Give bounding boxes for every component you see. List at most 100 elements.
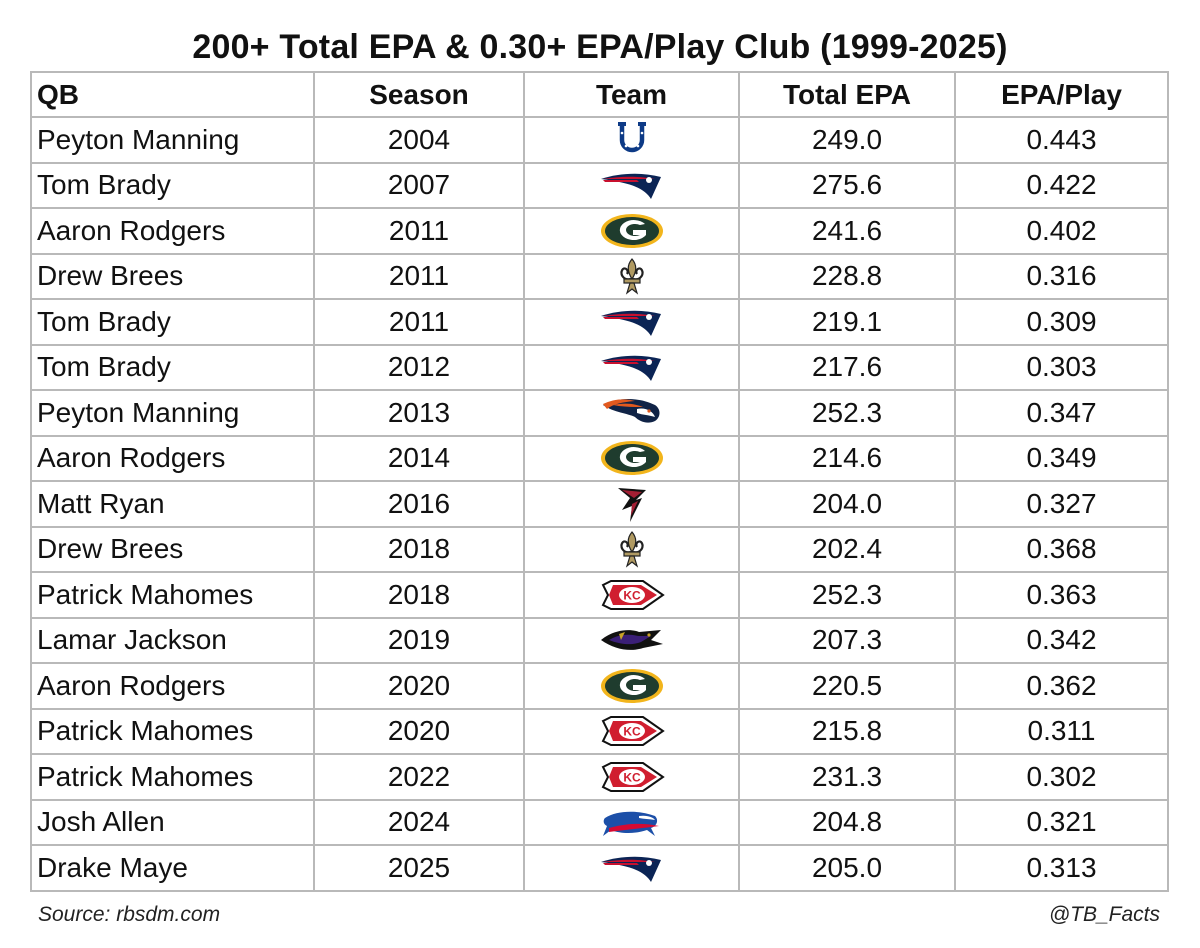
cell-total-epa: 202.4 [738,525,956,573]
cell-epa-play: 0.313 [954,844,1169,892]
cell-qb: Aaron Rodgers [30,662,315,710]
header-team: Team [523,71,740,118]
cell-qb: Drew Brees [30,252,315,300]
cell-total-epa: 241.6 [738,207,956,255]
cell-total-epa: 220.5 [738,662,956,710]
source-note: Source: rbsdm.com [38,903,221,926]
cell-qb: Drake Maye [30,844,315,892]
cell-team [523,798,740,846]
chiefs-arrowhead-icon: KC [599,577,665,613]
table-row: Patrick Mahomes 2020 KC 215.8 0.311 [30,707,1169,755]
table-row: Drew Brees 2018 202.4 0.368 [30,525,1169,573]
broncos-horse-icon [599,395,665,431]
cell-team [523,616,740,664]
cell-qb: Tom Brady [30,343,315,391]
cell-epa-play: 0.349 [954,434,1169,482]
cell-epa-play: 0.347 [954,389,1169,437]
cell-epa-play: 0.402 [954,207,1169,255]
table-row: Aaron Rodgers 2020 220.5 0.362 [30,662,1169,710]
saints-fleur-de-lis-icon [617,257,647,295]
cell-qb: Patrick Mahomes [30,571,315,619]
cell-team [523,343,740,391]
cell-season: 2019 [313,616,525,664]
cell-qb: Peyton Manning [30,389,315,437]
table-row: Aaron Rodgers 2014 214.6 0.349 [30,434,1169,482]
cell-season: 2020 [313,662,525,710]
header-epa-play: EPA/Play [954,71,1169,118]
table-row: Drake Maye 2025 205.0 0.313 [30,844,1169,892]
cell-epa-play: 0.321 [954,798,1169,846]
cell-total-epa: 252.3 [738,389,956,437]
cell-season: 2014 [313,434,525,482]
table-row: Patrick Mahomes 2018 KC 252.3 0.363 [30,571,1169,619]
cell-team [523,116,740,164]
header-season: Season [313,71,525,118]
table-row: Drew Brees 2011 228.8 0.316 [30,252,1169,300]
cell-season: 2018 [313,525,525,573]
patriots-logo-icon [599,850,665,886]
cell-epa-play: 0.342 [954,616,1169,664]
cell-epa-play: 0.368 [954,525,1169,573]
cell-team: KC [523,571,740,619]
cell-total-epa: 217.6 [738,343,956,391]
cell-team: KC [523,753,740,801]
cell-total-epa: 204.0 [738,480,956,528]
cell-epa-play: 0.302 [954,753,1169,801]
table-row: Tom Brady 2012 217.6 0.303 [30,343,1169,391]
cell-qb: Josh Allen [30,798,315,846]
cell-team: KC [523,707,740,755]
cell-season: 2018 [313,571,525,619]
table-row: Tom Brady 2007 275.6 0.422 [30,161,1169,209]
cell-season: 2013 [313,389,525,437]
bills-buffalo-icon [599,806,665,840]
cell-team [523,207,740,255]
cell-qb: Peyton Manning [30,116,315,164]
packers-g-icon [599,212,665,250]
svg-text:KC: KC [623,588,641,602]
table-row: Peyton Manning 2004 249.0 0.443 [30,116,1169,164]
cell-season: 2012 [313,343,525,391]
cell-total-epa: 252.3 [738,571,956,619]
table-row: Aaron Rodgers 2011 241.6 0.402 [30,207,1169,255]
cell-total-epa: 219.1 [738,298,956,346]
svg-text:KC: KC [623,770,641,784]
table-row: Josh Allen 2024 204.8 0.321 [30,798,1169,846]
epa-table: QB Season Team Total EPA EPA/Play Peyton… [30,71,1169,892]
cell-season: 2007 [313,161,525,209]
svg-text:KC: KC [623,725,641,739]
table-row: Peyton Manning 2013 252.3 0.347 [30,389,1169,437]
cell-epa-play: 0.311 [954,707,1169,755]
table-row: Tom Brady 2011 219.1 0.309 [30,298,1169,346]
cell-team [523,434,740,482]
chiefs-arrowhead-icon: KC [599,759,665,795]
cell-total-epa: 275.6 [738,161,956,209]
table-row: Lamar Jackson 2019 207.3 0.342 [30,616,1169,664]
ravens-bird-icon [599,622,665,658]
cell-qb: Matt Ryan [30,480,315,528]
cell-team [523,298,740,346]
cell-team [523,662,740,710]
cell-epa-play: 0.443 [954,116,1169,164]
cell-epa-play: 0.309 [954,298,1169,346]
cell-qb: Drew Brees [30,525,315,573]
cell-qb: Tom Brady [30,161,315,209]
page-title: 200+ Total EPA & 0.30+ EPA/Play Club (19… [192,28,1008,66]
cell-total-epa: 214.6 [738,434,956,482]
cell-total-epa: 204.8 [738,798,956,846]
saints-fleur-de-lis-icon [617,530,647,568]
cell-total-epa: 249.0 [738,116,956,164]
cell-season: 2011 [313,207,525,255]
cell-epa-play: 0.422 [954,161,1169,209]
header-qb: QB [30,71,315,118]
cell-season: 2025 [313,844,525,892]
table-row: Matt Ryan 2016 204.0 0.327 [30,480,1169,528]
cell-team [523,389,740,437]
cell-team [523,252,740,300]
cell-epa-play: 0.362 [954,662,1169,710]
cell-season: 2011 [313,298,525,346]
cell-qb: Tom Brady [30,298,315,346]
cell-total-epa: 228.8 [738,252,956,300]
cell-team [523,844,740,892]
colts-horseshoe-icon [612,120,652,160]
table-header-row: QB Season Team Total EPA EPA/Play [30,71,1169,118]
